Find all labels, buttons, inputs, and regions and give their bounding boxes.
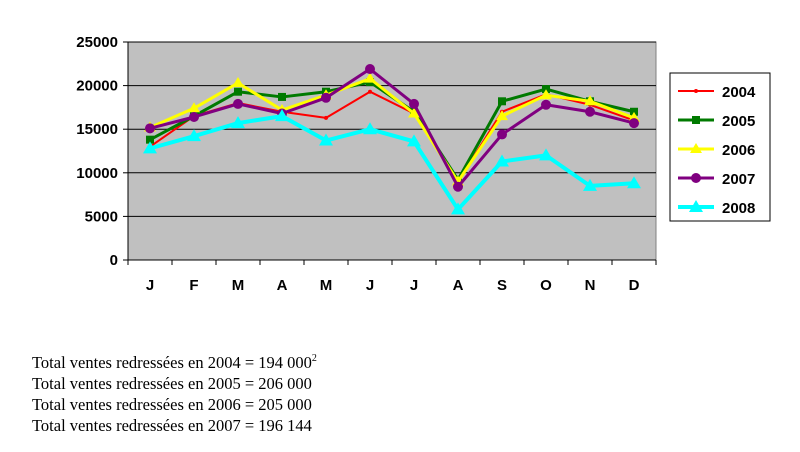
data-point-2008 — [495, 154, 509, 167]
data-point-2006 — [408, 107, 420, 118]
y-tick-label: 5000 — [85, 208, 118, 225]
data-point-2005 — [278, 92, 286, 101]
data-point-2008 — [275, 109, 289, 122]
total-2004-text: Total ventes redressées en 2004 = 194 00… — [32, 353, 312, 372]
x-tick-label: J — [146, 277, 154, 294]
x-tick-label: M — [320, 277, 333, 294]
data-point-2006 — [188, 102, 200, 113]
legend-marker-2005 — [692, 116, 700, 124]
data-point-2004 — [324, 115, 328, 120]
x-tick-label: J — [366, 277, 374, 294]
total-2004: Total ventes redressées en 2004 = 194 00… — [32, 352, 317, 373]
x-tick-label: D — [629, 277, 640, 294]
data-point-2008 — [627, 176, 641, 189]
data-point-2007 — [321, 92, 331, 103]
series-line-2006 — [149, 77, 635, 184]
data-point-2006 — [584, 95, 596, 106]
data-point-2008 — [539, 148, 553, 161]
data-point-2004 — [368, 89, 372, 94]
data-point-2006 — [364, 72, 376, 83]
data-point-2007 — [145, 123, 155, 134]
data-point-2005 — [234, 87, 242, 96]
data-point-2005 — [542, 85, 550, 94]
total-2005: Total ventes redressées en 2005 = 206 00… — [32, 374, 312, 393]
x-tick-label: A — [277, 277, 288, 294]
legend-label-2008: 2008 — [722, 200, 755, 217]
y-tick-label: 0 — [110, 252, 118, 269]
total-2007: Total ventes redressées en 2007 = 196 14… — [32, 416, 312, 435]
total-2006: Total ventes redressées en 2006 = 205 00… — [32, 395, 312, 414]
y-tick-label: 25000 — [76, 34, 118, 51]
y-tick-label: 15000 — [76, 121, 118, 138]
data-point-2007 — [585, 106, 595, 117]
y-tick-label: 10000 — [76, 165, 118, 182]
x-tick-label: A — [453, 277, 464, 294]
footnote-marker: 2 — [311, 353, 317, 364]
x-tick-label: F — [189, 277, 198, 294]
legend-label-2007: 2007 — [722, 171, 755, 188]
legend-marker-2006 — [690, 143, 702, 153]
x-tick-label: J — [410, 277, 418, 294]
data-point-2007 — [629, 118, 639, 129]
legend-label-2005: 2005 — [722, 113, 755, 130]
y-tick-label: 20000 — [76, 78, 118, 95]
series-line-2008 — [149, 114, 635, 212]
data-point-2007 — [365, 64, 375, 75]
data-point-2007 — [541, 99, 551, 110]
totals-list: Total ventes redressées en 2004 = 194 00… — [32, 352, 317, 436]
data-point-2007 — [189, 111, 199, 122]
x-tick-label: S — [497, 277, 507, 294]
legend-marker-2007 — [691, 173, 701, 183]
data-point-2006 — [496, 110, 508, 121]
legend-label-2004: 2004 — [722, 84, 756, 101]
legend-box — [669, 72, 771, 222]
data-point-2008 — [583, 178, 597, 191]
data-point-2008 — [143, 141, 157, 154]
line-chart: 0 5000 10000 15000 20000 25000 J F M A M J J A S O N D 200… — [76, 34, 771, 294]
data-point-2007 — [233, 98, 243, 109]
data-point-2008 — [407, 134, 421, 147]
x-tick-label: M — [232, 277, 245, 294]
data-point-2005 — [146, 135, 154, 144]
data-point-2008 — [187, 129, 201, 142]
data-point-2008 — [231, 116, 245, 129]
data-point-2007 — [497, 129, 507, 140]
data-point-2008 — [451, 202, 465, 215]
legend-marker-2008 — [689, 200, 703, 212]
data-point-2007 — [453, 181, 463, 192]
data-point-2005 — [498, 97, 506, 106]
data-point-2008 — [363, 122, 377, 135]
data-point-2006 — [232, 76, 244, 87]
plot-area — [127, 41, 657, 261]
x-tick-label: N — [585, 277, 596, 294]
data-point-2005 — [630, 107, 638, 116]
data-point-2006 — [540, 89, 552, 100]
x-tick-label: O — [540, 277, 552, 294]
series-line-2007 — [149, 67, 635, 189]
data-point-2007 — [409, 98, 419, 109]
legend-label-2006: 2006 — [722, 142, 755, 159]
data-point-2008 — [319, 133, 333, 146]
legend-marker-2004 — [694, 89, 698, 93]
